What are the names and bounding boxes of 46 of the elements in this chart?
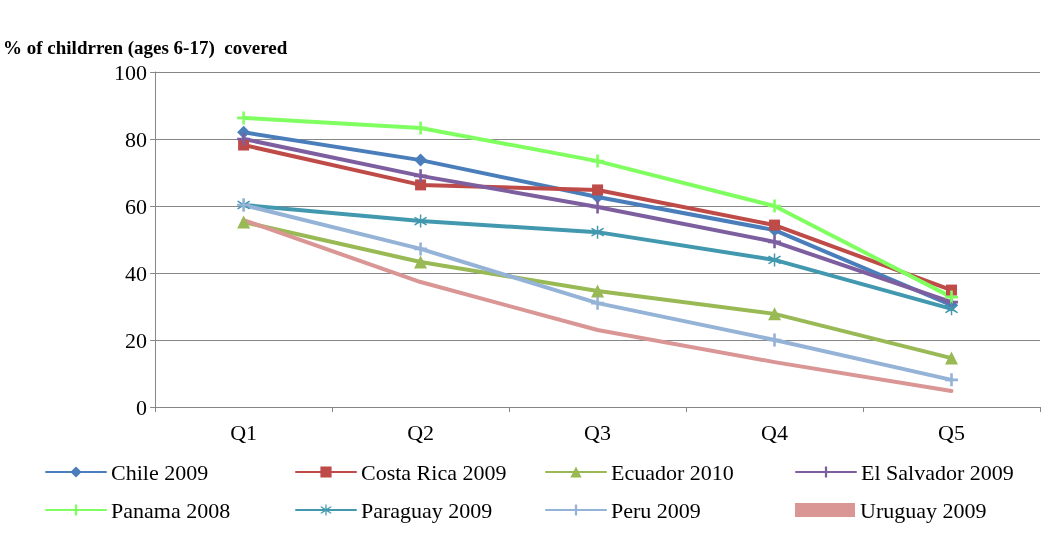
point — [945, 373, 959, 387]
point — [768, 307, 782, 321]
point — [945, 302, 959, 316]
x-tick-label: Q3 — [584, 419, 612, 445]
y-axis-title: % of childrren (ages 6-17) covered — [2, 36, 288, 59]
x-tick-label: Q4 — [761, 419, 788, 445]
y-tick-label: 40 — [125, 260, 148, 286]
point — [414, 153, 428, 167]
point — [414, 169, 428, 183]
point — [768, 235, 782, 249]
point — [591, 200, 605, 214]
y-tick-label: 80 — [125, 126, 148, 152]
legend-label: Peru 2009 — [611, 497, 701, 523]
point — [592, 184, 604, 196]
point — [945, 290, 959, 304]
point — [414, 242, 428, 256]
point — [237, 132, 251, 146]
y-tick-label: 20 — [125, 327, 148, 353]
legend-label: Uruguay 2009 — [860, 497, 987, 523]
point — [591, 284, 605, 298]
x-tick-label: Q5 — [938, 419, 965, 445]
legend-label: Ecuador 2010 — [611, 459, 734, 485]
legend-label: Paraguay 2009 — [361, 497, 493, 523]
x-tick-label: Q1 — [230, 419, 258, 445]
legend-label: Chile 2009 — [111, 459, 209, 485]
y-tick-label: 0 — [136, 394, 148, 420]
point — [414, 121, 428, 135]
point — [414, 214, 428, 228]
point — [415, 179, 427, 191]
point — [769, 219, 781, 231]
point — [768, 333, 782, 347]
x-tick-label: Q2 — [407, 419, 435, 445]
point — [591, 225, 605, 239]
point — [237, 111, 251, 125]
y-tick-label: 100 — [114, 59, 148, 85]
point — [591, 296, 605, 310]
point — [237, 215, 251, 229]
legend-label: Panama 2008 — [111, 497, 231, 523]
point — [945, 351, 959, 365]
legend-label: El Salvador 2009 — [861, 459, 1014, 485]
y-tick-label: 60 — [125, 193, 148, 219]
point — [768, 199, 782, 213]
legend-label: Costa Rica 2009 — [361, 459, 507, 485]
point — [414, 255, 428, 269]
point — [768, 253, 782, 267]
point — [591, 154, 605, 168]
